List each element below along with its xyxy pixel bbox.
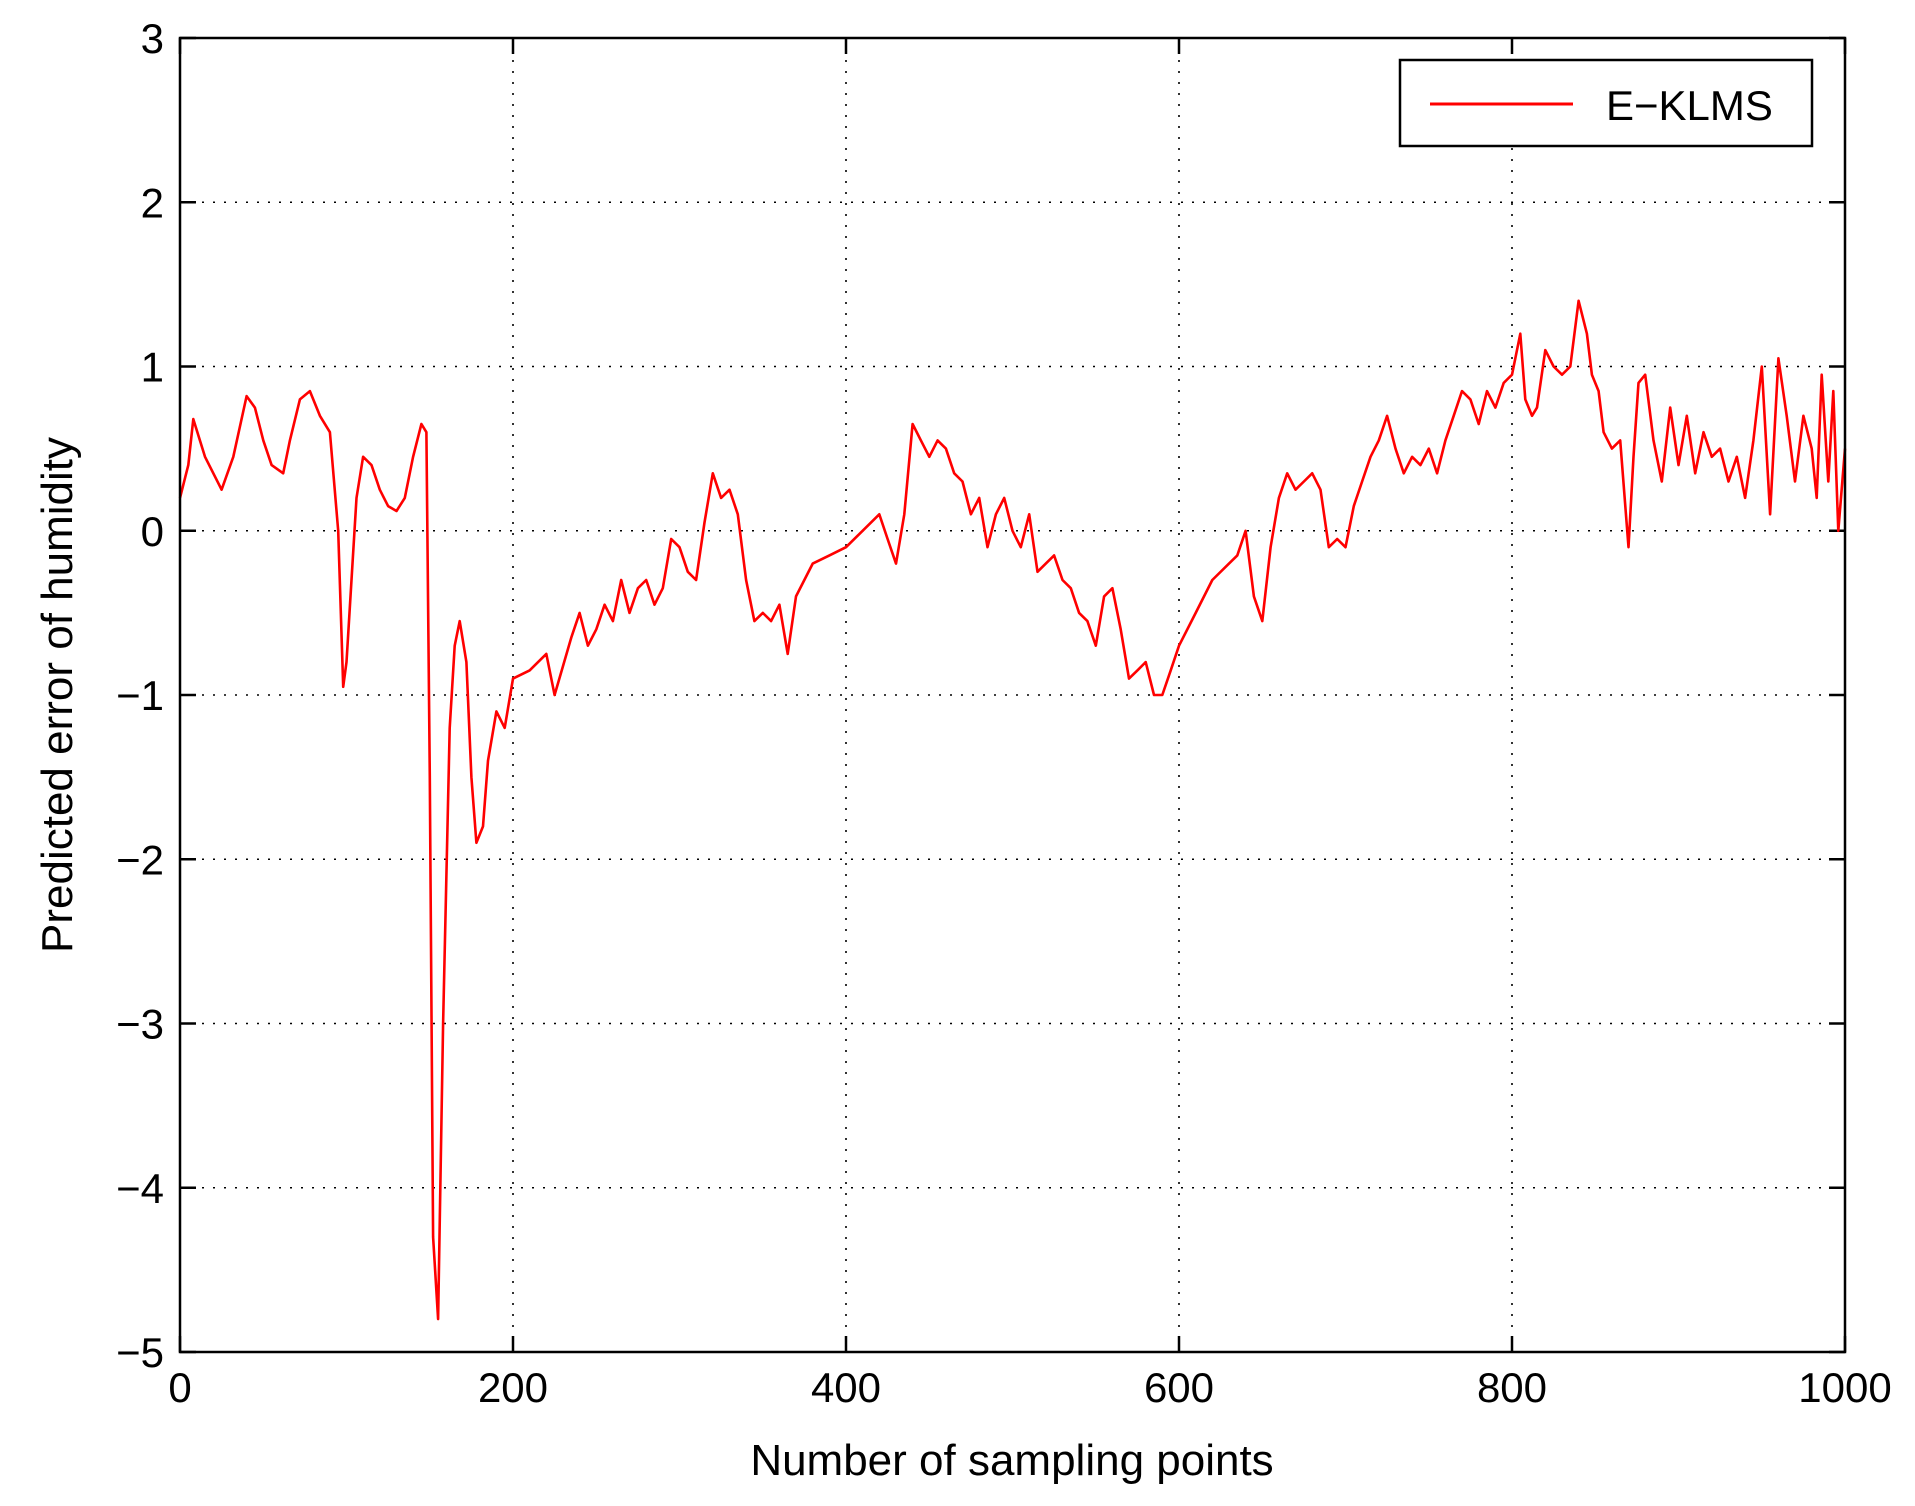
- y-tick-label: −1: [116, 672, 164, 719]
- y-tick-label: 2: [141, 179, 164, 226]
- y-tick-label: −2: [116, 836, 164, 883]
- y-axis-label: Predicted error of humidity: [33, 437, 82, 953]
- y-tick-label: −4: [116, 1165, 164, 1212]
- y-tick-label: 1: [141, 344, 164, 391]
- x-tick-label: 200: [478, 1364, 548, 1411]
- plot-frame: [178, 36, 1847, 1354]
- legend-label-e-klms: E−KLMS: [1606, 82, 1773, 129]
- x-tick-label: 0: [168, 1364, 191, 1411]
- grid-lines: [180, 38, 1845, 1352]
- y-tick-labels: 3 2 1 0 −1 −2 −3 −4 −5: [116, 15, 164, 1376]
- x-tick-label: 800: [1477, 1364, 1547, 1411]
- x-tick-label: 400: [811, 1364, 881, 1411]
- y-tick-label: −5: [116, 1329, 164, 1376]
- x-tick-labels: 0 200 400 600 800 1000: [168, 1364, 1891, 1411]
- y-tick-label: 0: [141, 508, 164, 555]
- legend: E−KLMS: [1398, 58, 1814, 148]
- y-tick-label: −3: [116, 1001, 164, 1048]
- y-tick-label: 3: [141, 15, 164, 62]
- x-tick-label: 600: [1144, 1364, 1214, 1411]
- x-tick-label: 1000: [1798, 1364, 1891, 1411]
- series-group: [178, 299, 1847, 1321]
- series-line-e-klms: [178, 299, 1847, 1321]
- x-axis-label: Number of sampling points: [750, 1436, 1273, 1485]
